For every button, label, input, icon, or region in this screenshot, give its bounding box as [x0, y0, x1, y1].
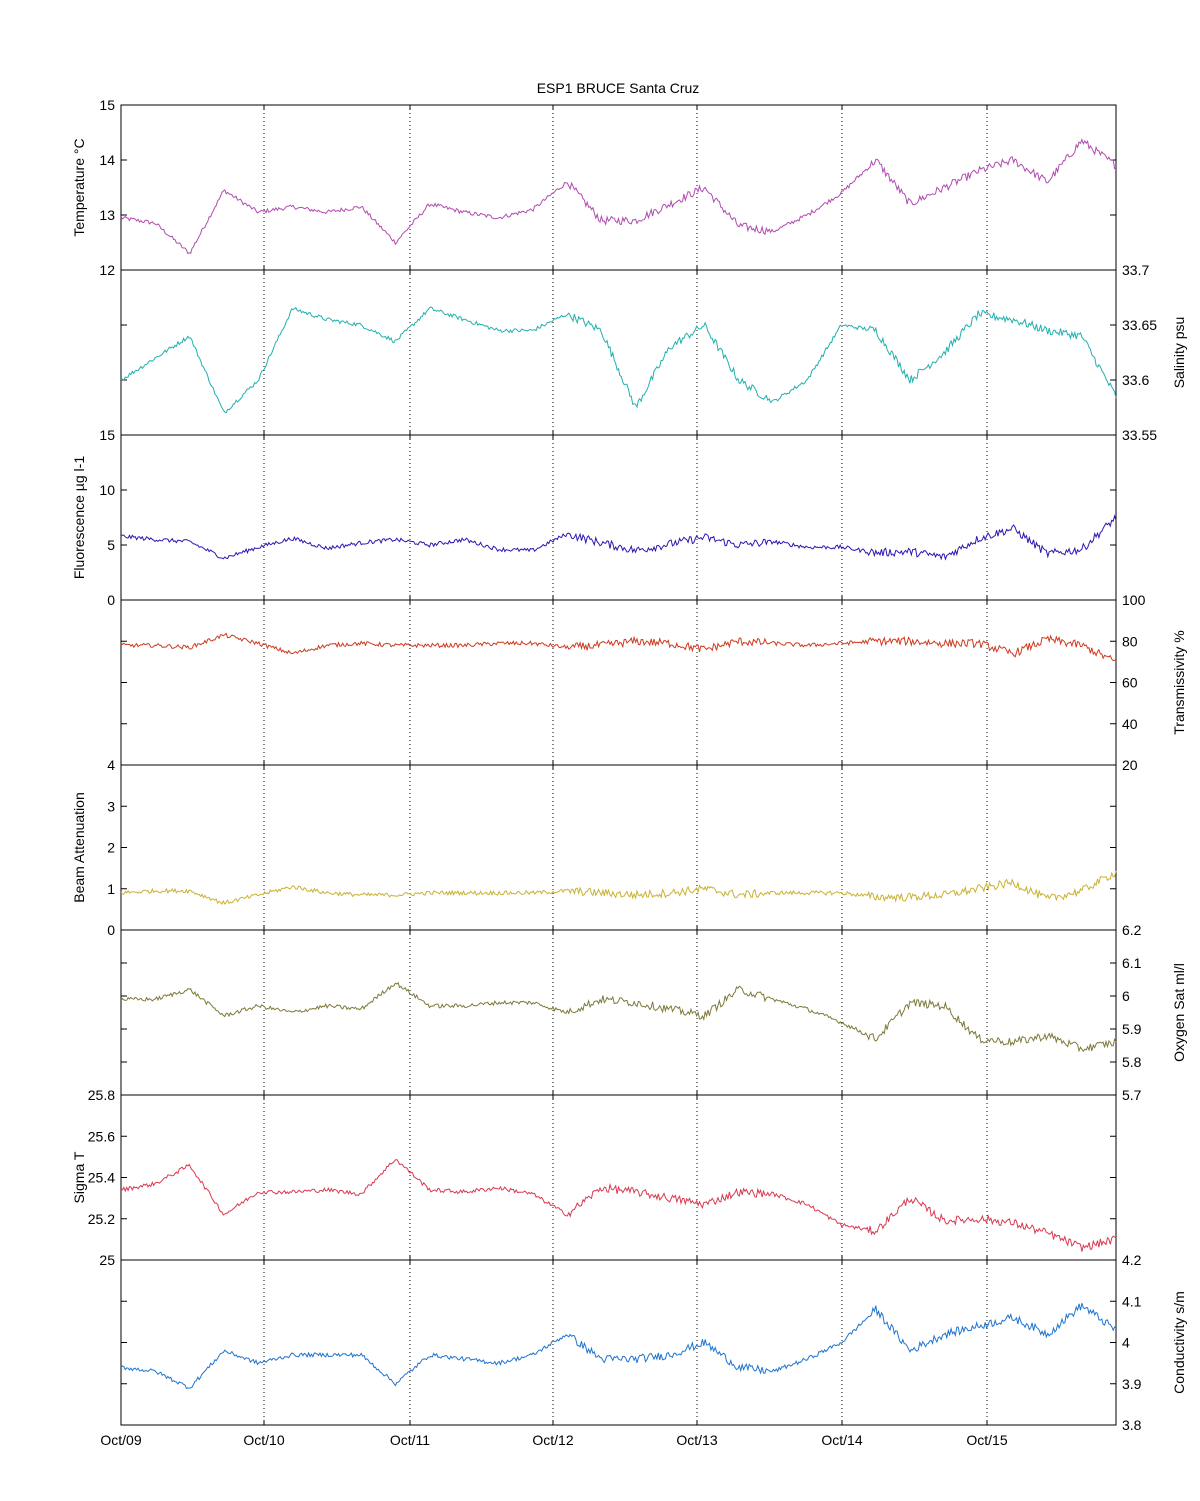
y-tick-label: 40: [1122, 716, 1138, 732]
y-tick-label: 25.8: [88, 1087, 115, 1103]
panel-frame: [120, 269, 1117, 436]
series-line: [120, 514, 1117, 561]
y-tick-label: 3.9: [1122, 1376, 1142, 1392]
y-tick-label: 4.1: [1122, 1293, 1142, 1309]
y-axis-label: Beam Attenuation: [71, 792, 87, 903]
y-tick-label: 100: [1122, 592, 1146, 608]
y-tick-label: 33.6: [1122, 372, 1149, 388]
y-tick-label: 6.1: [1122, 955, 1142, 971]
x-tick-label: Oct/12: [532, 1432, 573, 1448]
x-tick-label: Oct/15: [966, 1432, 1007, 1448]
y-axis-label: Oxygen Sat ml/l: [1171, 963, 1187, 1062]
y-tick-label: 5: [107, 537, 115, 553]
y-axis-label: Conductivity s/m: [1171, 1291, 1187, 1394]
y-tick-label: 5.9: [1122, 1021, 1142, 1037]
series-line: [120, 870, 1117, 906]
y-tick-label: 33.65: [1122, 317, 1157, 333]
y-tick-label: 2: [107, 840, 115, 856]
y-tick-label: 33.7: [1122, 262, 1149, 278]
y-tick-label: 25.2: [88, 1211, 115, 1227]
series-line: [120, 306, 1117, 414]
y-tick-label: 25.4: [88, 1170, 115, 1186]
y-tick-label: 33.55: [1122, 427, 1157, 443]
y-tick-label: 3.8: [1122, 1417, 1142, 1433]
panel-frame: [120, 434, 1117, 601]
y-tick-label: 6.2: [1122, 922, 1142, 938]
y-tick-label: 5.8: [1122, 1054, 1142, 1070]
panel-frame: [120, 1094, 1117, 1261]
y-tick-label: 25.6: [88, 1128, 115, 1144]
y-tick-label: 15: [99, 427, 115, 443]
x-tick-label: Oct/09: [100, 1432, 141, 1448]
panel-4: 20 40 60 80 100 Transmissivity %: [120, 592, 1187, 773]
panel-5: 0 1 2 3 4 Beam Attenuation: [71, 757, 1117, 938]
y-tick-label: 15: [99, 97, 115, 113]
y-tick-label: 10: [99, 482, 115, 498]
y-tick-label: 14: [99, 152, 115, 168]
y-tick-label: 20: [1122, 757, 1138, 773]
panel-frame: [120, 599, 1117, 766]
y-tick-label: 60: [1122, 675, 1138, 691]
panel-frame: [120, 929, 1117, 1096]
y-tick-label: 1: [107, 881, 115, 897]
y-tick-label: 0: [107, 922, 115, 938]
y-tick-label: 80: [1122, 633, 1138, 649]
y-tick-label: 4.2: [1122, 1252, 1142, 1268]
series-line: [120, 632, 1117, 662]
y-axis-label: Transmissivity %: [1171, 630, 1187, 735]
panel-8: 3.8 3.9 4 4.1 4.2 Conductivity s/m: [120, 1252, 1187, 1433]
series-line: [120, 138, 1117, 255]
y-axis-label: Fluorescence µg l-1: [71, 456, 87, 579]
x-tick-label: Oct/11: [390, 1432, 430, 1448]
y-tick-label: 5.7: [1122, 1087, 1142, 1103]
series-line: [120, 981, 1117, 1053]
y-tick-label: 3: [107, 798, 115, 814]
y-tick-label: 12: [99, 262, 115, 278]
y-tick-label: 4: [1122, 1335, 1130, 1351]
panel-frame: [120, 104, 1117, 271]
series-line: [120, 1158, 1117, 1252]
y-tick-label: 6: [1122, 988, 1130, 1004]
y-axis-label: Temperature °C: [71, 138, 87, 236]
y-axis-label: Sigma T: [71, 1151, 87, 1203]
panel-frame: [120, 1259, 1117, 1426]
y-tick-label: 13: [99, 207, 115, 223]
y-tick-label: 4: [107, 757, 115, 773]
x-axis-tick-labels: Oct/09 Oct/10 Oct/11 Oct/12 Oct/13 Oct/14 Oct/…: [100, 1432, 1007, 1448]
y-tick-label: 25: [99, 1252, 115, 1268]
figure-title: ESP1 BRUCE Santa Cruz: [537, 80, 700, 96]
x-tick-label: Oct/10: [243, 1432, 284, 1448]
panel-1: 12 13 14 15 Temperature °C: [71, 97, 1117, 278]
y-tick-label: 0: [107, 592, 115, 608]
x-tick-label: Oct/13: [676, 1432, 717, 1448]
panel-2: 33.55 33.6 33.65 33.7 Salinity psu: [120, 262, 1187, 443]
panel-frame: [120, 764, 1117, 931]
panel-7: 25 25.2 25.4 25.6 25.8 Sigma T: [71, 1087, 1117, 1268]
y-axis-label: Salinity psu: [1171, 317, 1187, 389]
series-line: [120, 1303, 1117, 1390]
panel-3: 0 5 10 15 Fluorescence µg l-1: [71, 427, 1117, 608]
panel-6: 5.7 5.8 5.9 6 6.1 6.2 Oxygen Sat ml/l: [120, 922, 1187, 1103]
x-tick-label: Oct/14: [821, 1432, 862, 1448]
